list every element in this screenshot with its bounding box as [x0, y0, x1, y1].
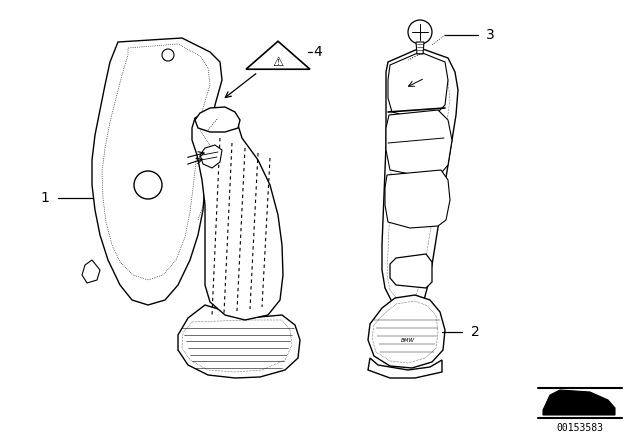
Polygon shape: [246, 41, 310, 69]
Text: 00153583: 00153583: [557, 423, 604, 433]
Polygon shape: [382, 48, 458, 315]
Polygon shape: [192, 108, 283, 320]
Polygon shape: [82, 260, 100, 283]
Polygon shape: [543, 390, 615, 415]
Polygon shape: [385, 170, 450, 228]
Polygon shape: [388, 52, 448, 118]
Text: 1: 1: [40, 191, 49, 205]
Circle shape: [408, 20, 432, 44]
Circle shape: [162, 49, 174, 61]
Polygon shape: [92, 38, 222, 305]
Polygon shape: [368, 295, 445, 368]
Polygon shape: [390, 254, 432, 288]
Polygon shape: [386, 110, 452, 175]
Text: 4: 4: [314, 45, 323, 59]
Polygon shape: [368, 358, 442, 378]
Polygon shape: [200, 145, 222, 168]
Polygon shape: [416, 42, 424, 54]
Polygon shape: [195, 107, 240, 132]
Circle shape: [134, 171, 162, 199]
Text: 3: 3: [486, 28, 494, 42]
Text: BMW: BMW: [401, 337, 415, 343]
Text: ⚠: ⚠: [273, 56, 284, 69]
Text: 2: 2: [470, 325, 479, 339]
Polygon shape: [178, 305, 300, 378]
